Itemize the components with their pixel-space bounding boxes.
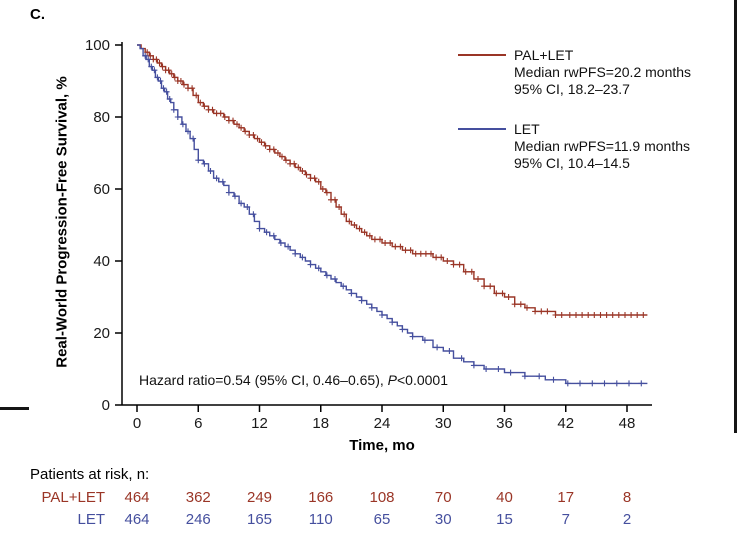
x-tick-label: 12 xyxy=(251,415,268,432)
let-line-swatch xyxy=(458,128,506,130)
legend-entry-pal-let: PAL+LET Median rwPFS=20.2 months 95% CI,… xyxy=(458,46,691,98)
x-tick-label: 24 xyxy=(374,415,391,432)
legend: PAL+LET Median rwPFS=20.2 months 95% CI,… xyxy=(458,46,691,194)
risk-count: 17 xyxy=(557,489,575,506)
risk-count: 15 xyxy=(496,511,513,528)
risk-count: 70 xyxy=(434,489,452,506)
legend-series-name: PAL+LET xyxy=(514,47,574,63)
x-tick-label: 0 xyxy=(133,415,141,432)
y-tick-label: 80 xyxy=(93,109,110,126)
y-tick-label: 0 xyxy=(102,397,110,414)
legend-head: PAL+LET xyxy=(458,46,691,64)
legend-ci-label: 95% CI, 18.2–23.7 xyxy=(514,81,630,97)
p-value: <0.0001 xyxy=(397,372,448,388)
risk-count: 110 xyxy=(308,511,333,528)
x-tick-label: 48 xyxy=(619,415,636,432)
censor-marks-pal-let xyxy=(144,49,647,318)
risk-count: 166 xyxy=(308,489,334,506)
risk-count: 362 xyxy=(185,489,211,506)
figure-frame-border-right xyxy=(734,0,737,433)
x-tick-label: 42 xyxy=(557,415,574,432)
risk-count: 249 xyxy=(246,489,273,506)
x-tick-label: 36 xyxy=(496,415,513,432)
y-tick-label: 20 xyxy=(93,325,110,342)
risk-count: 464 xyxy=(124,489,150,506)
x-tick-label: 18 xyxy=(312,415,329,432)
risk-count: 108 xyxy=(369,489,395,506)
figure-frame-border-left xyxy=(0,407,29,410)
panel-label: C. xyxy=(30,6,45,23)
legend-median-label: Median rwPFS=11.9 months xyxy=(514,138,690,154)
hazard-text: Hazard ratio=0.54 (95% CI, 0.46–0.65), xyxy=(139,372,388,388)
risk-count: 40 xyxy=(496,489,513,506)
risk-row-let: LET 464 246 165 110 65 30 15 7 2 xyxy=(0,511,752,531)
risk-count: 165 xyxy=(246,511,273,528)
risk-count: 464 xyxy=(124,511,150,528)
y-tick-label: 60 xyxy=(93,181,110,198)
y-tick-label: 100 xyxy=(85,37,110,54)
risk-count: 246 xyxy=(185,511,211,528)
x-axis-title: Time, mo xyxy=(349,437,415,454)
risk-count: 7 xyxy=(561,511,570,528)
risk-count: 2 xyxy=(622,511,632,528)
legend-median-label: Median rwPFS=20.2 months xyxy=(514,64,692,80)
censor-marks-let xyxy=(142,52,645,387)
legend-entry-let: LET Median rwPFS=11.9 months 95% CI, 10.… xyxy=(458,120,691,172)
legend-ci-label: 95% CI, 10.4–14.5 xyxy=(514,155,630,171)
risk-count: 8 xyxy=(622,489,632,506)
x-tick-label: 6 xyxy=(194,415,202,432)
patients-at-risk-label: Patients at risk, n: xyxy=(30,466,150,483)
p-symbol: P xyxy=(387,372,397,388)
x-tick-label: 30 xyxy=(435,415,452,432)
y-tick-label: 40 xyxy=(93,253,110,270)
legend-series-name: LET xyxy=(514,121,540,137)
pal-let-line-swatch xyxy=(458,54,506,56)
risk-row-pal-let: PAL+LET 464 362 249 166 108 70 40 17 8 xyxy=(0,489,752,509)
legend-head: LET xyxy=(458,120,691,138)
risk-row-name: PAL+LET xyxy=(41,489,105,506)
hazard-ratio-annotation: Hazard ratio=0.54 (95% CI, 0.46–0.65), P… xyxy=(139,372,448,388)
risk-count: 30 xyxy=(434,511,452,528)
risk-count: 65 xyxy=(373,511,391,528)
risk-row-name: LET xyxy=(77,511,105,528)
